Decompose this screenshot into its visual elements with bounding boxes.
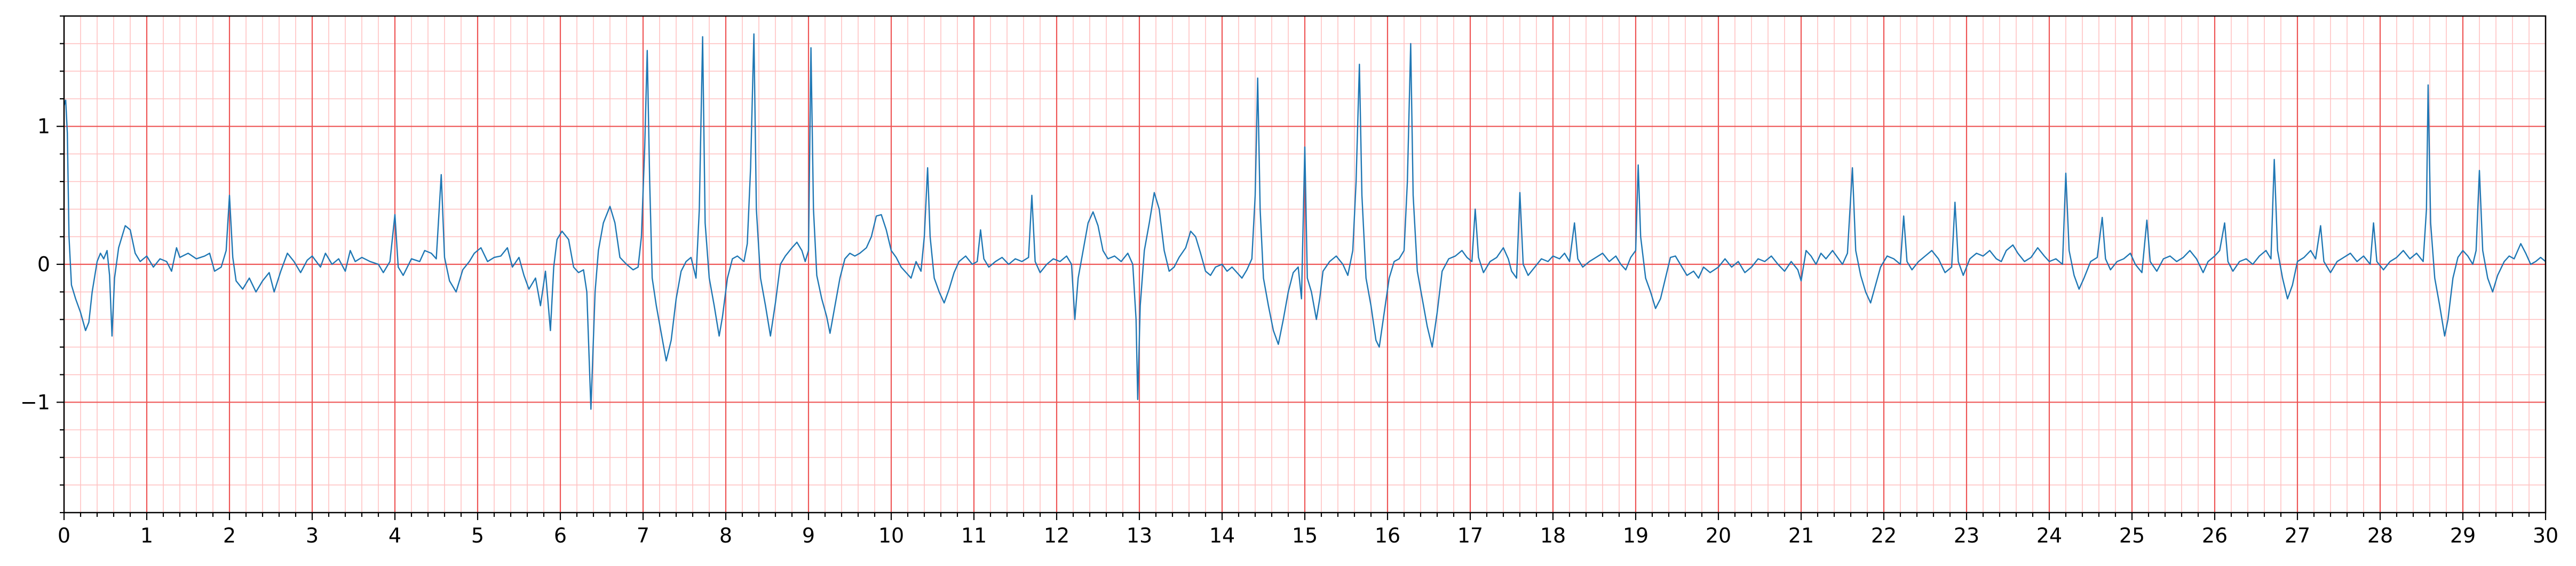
x-tick-label: 9 [802,524,815,547]
x-tick-label: 17 [1457,524,1483,547]
x-tick-label: 5 [471,524,484,547]
x-tick-label: 2 [223,524,236,547]
x-tick-label: 8 [719,524,732,547]
x-tick-label: 22 [1871,524,1897,547]
y-axis: −1 0 1 [20,15,64,514]
x-tick-label: 18 [1540,524,1566,547]
x-tick-label: 6 [554,524,567,547]
major-grid [63,16,2547,513]
x-tick-label: 12 [1044,524,1069,547]
x-tick-label: 3 [306,524,319,547]
x-axis: 0 1 2 3 4 5 6 7 8 9 10 11 12 13 14 15 16 17 18 19 20 21 22 23 24… [58,513,2558,547]
x-tick-label: 10 [878,524,904,547]
x-tick-label: 7 [637,524,649,547]
y-tick-label: 1 [37,115,50,138]
x-tick-label: 29 [2450,524,2476,547]
x-tick-label: 30 [2533,524,2558,547]
x-tick-label: 14 [1209,524,1235,547]
x-tick-label: 21 [1788,524,1814,547]
x-tick-label: 4 [389,524,401,547]
x-tick-label: 16 [1375,524,1400,547]
x-tick-label: 28 [2367,524,2393,547]
x-tick-label: 25 [2119,524,2145,547]
x-tick-label: 0 [58,524,70,547]
x-tick-label: 24 [2036,524,2062,547]
y-tick-label: −1 [20,390,50,414]
ecg-series-line [63,33,2546,410]
x-tick-label: 15 [1292,524,1318,547]
x-tick-label: 23 [1954,524,1979,547]
x-tick-label: 20 [1706,524,1731,547]
x-tick-label: 1 [140,524,153,547]
series-layer [63,33,2546,410]
x-tick-label: 11 [961,524,987,547]
x-tick-label: 27 [2285,524,2310,547]
x-tick-label: 19 [1623,524,1648,547]
x-tick-label: 26 [2202,524,2228,547]
y-tick-label: 0 [37,253,50,276]
x-tick-label: 13 [1127,524,1152,547]
